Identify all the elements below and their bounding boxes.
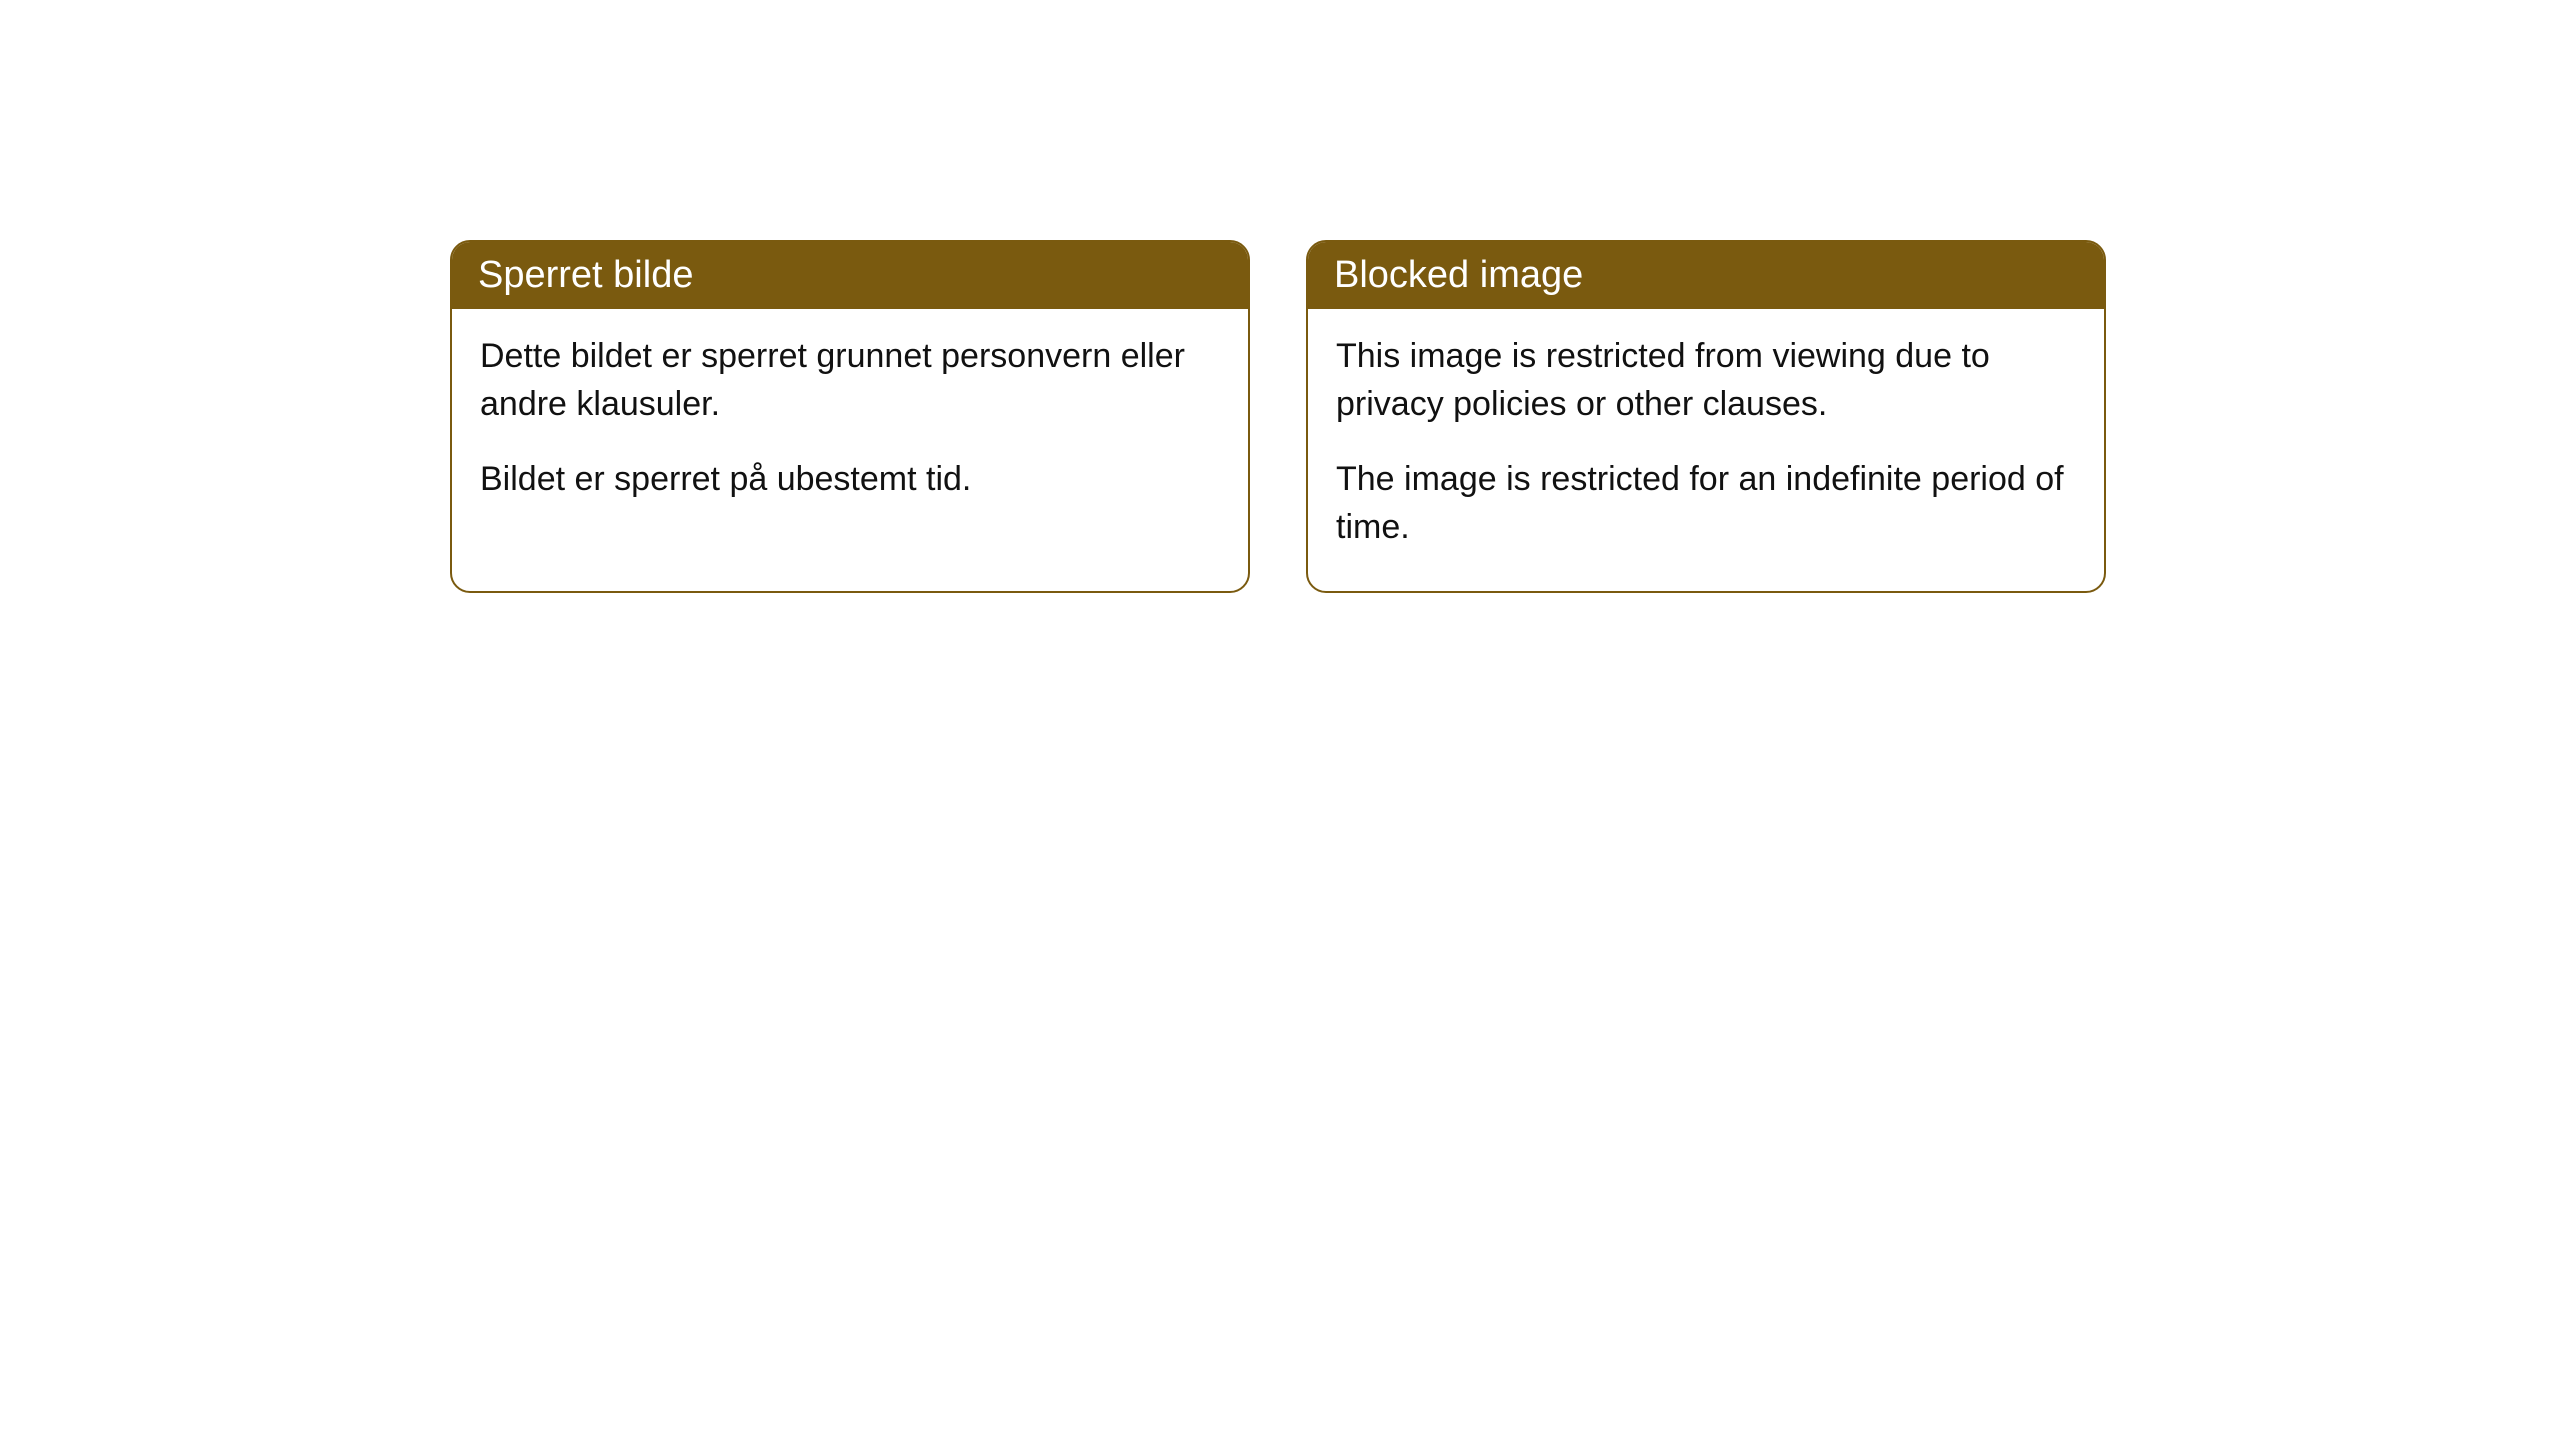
card-title: Sperret bilde	[478, 254, 693, 296]
card-header: Sperret bilde	[452, 242, 1248, 309]
card-paragraph-1: Dette bildet er sperret grunnet personve…	[480, 333, 1220, 428]
card-body: This image is restricted from viewing du…	[1308, 309, 2104, 591]
blocked-image-card-english: Blocked image This image is restricted f…	[1306, 240, 2106, 593]
card-paragraph-2: The image is restricted for an indefinit…	[1336, 456, 2076, 551]
notice-cards-container: Sperret bilde Dette bildet er sperret gr…	[450, 240, 2106, 593]
card-paragraph-1: This image is restricted from viewing du…	[1336, 333, 2076, 428]
card-body: Dette bildet er sperret grunnet personve…	[452, 309, 1248, 544]
card-title: Blocked image	[1334, 254, 1583, 296]
card-header: Blocked image	[1308, 242, 2104, 309]
blocked-image-card-norwegian: Sperret bilde Dette bildet er sperret gr…	[450, 240, 1250, 593]
card-paragraph-2: Bildet er sperret på ubestemt tid.	[480, 456, 1220, 504]
